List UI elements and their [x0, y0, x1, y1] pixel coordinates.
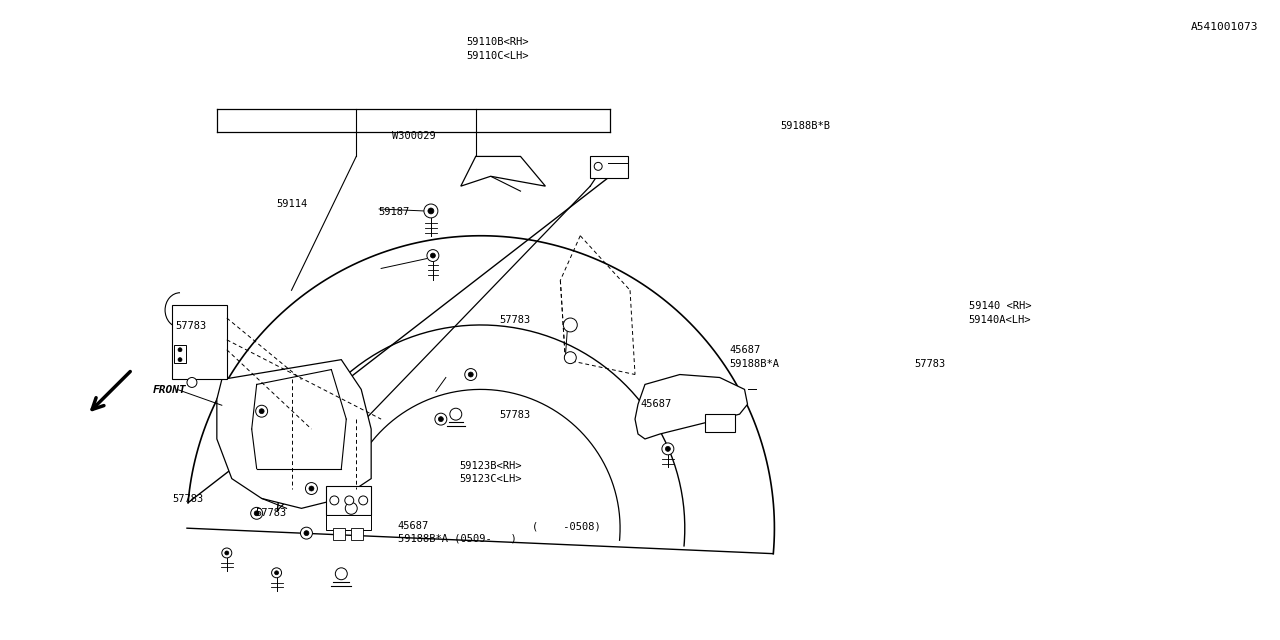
Circle shape	[256, 405, 268, 417]
Circle shape	[424, 204, 438, 218]
Text: 45687: 45687	[640, 399, 671, 409]
Text: 57783: 57783	[173, 494, 204, 504]
Circle shape	[435, 413, 447, 425]
Text: (    -0508): ( -0508)	[531, 521, 600, 531]
Text: 59140A<LH>: 59140A<LH>	[969, 315, 1032, 325]
Bar	[326, 486, 371, 515]
Circle shape	[428, 208, 434, 214]
Circle shape	[358, 496, 367, 505]
Bar	[326, 515, 371, 530]
Bar	[590, 156, 628, 179]
Circle shape	[275, 571, 279, 575]
Polygon shape	[635, 374, 748, 439]
Circle shape	[251, 508, 262, 519]
Bar	[351, 528, 364, 540]
Circle shape	[178, 358, 182, 362]
Text: 59123C<LH>: 59123C<LH>	[460, 474, 521, 484]
Circle shape	[430, 253, 435, 258]
Text: 59187: 59187	[379, 207, 410, 217]
Circle shape	[335, 568, 347, 580]
Circle shape	[465, 369, 476, 380]
Circle shape	[564, 352, 576, 364]
Text: 45687: 45687	[730, 346, 760, 355]
Circle shape	[225, 551, 229, 555]
Circle shape	[344, 496, 353, 505]
Text: W300029: W300029	[393, 131, 436, 141]
Polygon shape	[216, 360, 371, 508]
Circle shape	[563, 318, 577, 332]
Circle shape	[346, 502, 357, 515]
Circle shape	[594, 163, 602, 170]
Circle shape	[178, 348, 182, 352]
Circle shape	[259, 409, 264, 413]
Text: 57783: 57783	[499, 410, 531, 420]
Circle shape	[449, 408, 462, 420]
Text: 59110C<LH>: 59110C<LH>	[466, 51, 529, 61]
Bar	[333, 528, 346, 540]
Text: FRONT: FRONT	[154, 385, 187, 395]
Circle shape	[301, 527, 312, 539]
Circle shape	[221, 548, 232, 558]
Circle shape	[308, 486, 314, 491]
Polygon shape	[461, 156, 545, 186]
Text: 57783: 57783	[175, 321, 206, 332]
Circle shape	[330, 496, 339, 505]
Text: 57783: 57783	[255, 508, 287, 518]
Circle shape	[438, 417, 443, 422]
Text: 45687: 45687	[398, 521, 429, 531]
Text: 59114: 59114	[276, 199, 308, 209]
Text: 59188B*A (0509-   ): 59188B*A (0509- )	[398, 534, 517, 544]
Circle shape	[428, 250, 439, 262]
Text: 57783: 57783	[499, 315, 531, 325]
Circle shape	[662, 443, 673, 455]
Circle shape	[187, 378, 197, 387]
Circle shape	[306, 483, 317, 495]
Circle shape	[255, 511, 259, 516]
Circle shape	[271, 568, 282, 578]
Text: 59188B*A: 59188B*A	[730, 360, 780, 369]
Text: 59123B<RH>: 59123B<RH>	[460, 461, 521, 471]
Circle shape	[468, 372, 474, 377]
Text: A541001073: A541001073	[1190, 22, 1258, 32]
Bar	[172, 305, 227, 380]
Text: 57783: 57783	[914, 360, 945, 369]
Bar	[705, 414, 735, 432]
Text: 59188B*B: 59188B*B	[781, 122, 831, 131]
Circle shape	[666, 446, 671, 451]
Text: 59140 <RH>: 59140 <RH>	[969, 301, 1032, 311]
Circle shape	[303, 531, 308, 536]
Bar	[174, 345, 186, 363]
Text: 59110B<RH>: 59110B<RH>	[466, 37, 529, 47]
